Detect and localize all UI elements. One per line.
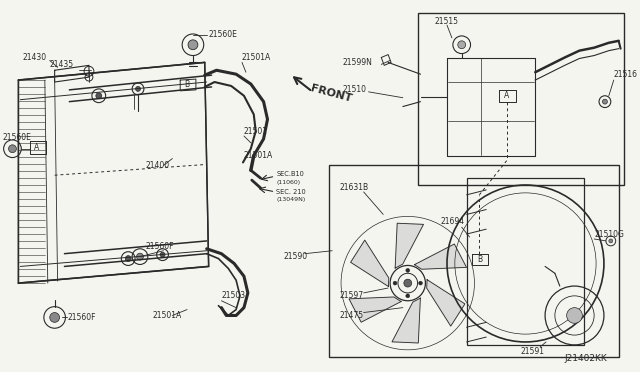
Text: (13049N): (13049N) xyxy=(276,197,305,202)
Circle shape xyxy=(136,86,140,92)
Bar xyxy=(417,13,623,185)
Polygon shape xyxy=(349,297,401,322)
Circle shape xyxy=(160,252,165,257)
Text: 21510: 21510 xyxy=(342,86,366,94)
Circle shape xyxy=(96,93,102,99)
Text: 21501A: 21501A xyxy=(244,151,273,160)
Text: B: B xyxy=(184,80,189,90)
Text: 21516: 21516 xyxy=(614,70,637,79)
Circle shape xyxy=(458,41,466,49)
Text: 21510G: 21510G xyxy=(594,230,624,238)
Text: 21501A: 21501A xyxy=(153,311,182,320)
Text: 21560E: 21560E xyxy=(3,134,31,142)
Text: 21599N: 21599N xyxy=(342,58,372,67)
Text: 21597: 21597 xyxy=(339,291,364,300)
Text: 21515: 21515 xyxy=(435,17,458,26)
Text: 21501: 21501 xyxy=(244,126,268,135)
Text: 21400: 21400 xyxy=(146,161,170,170)
Text: 21501A: 21501A xyxy=(242,53,271,62)
Text: FRONT: FRONT xyxy=(310,83,353,104)
Text: 21435: 21435 xyxy=(50,60,74,69)
Text: 21631B: 21631B xyxy=(339,183,368,192)
Text: 21560F: 21560F xyxy=(67,313,96,322)
Text: 21560E: 21560E xyxy=(209,31,237,39)
Circle shape xyxy=(406,294,410,298)
Polygon shape xyxy=(427,280,465,326)
Text: SEC.B10: SEC.B10 xyxy=(276,171,304,177)
Polygon shape xyxy=(351,240,389,286)
Polygon shape xyxy=(392,298,420,343)
Text: 21503: 21503 xyxy=(221,291,246,300)
Polygon shape xyxy=(395,223,424,268)
Text: A: A xyxy=(35,143,40,152)
Polygon shape xyxy=(415,244,467,269)
Text: 21430: 21430 xyxy=(22,53,46,62)
Text: A: A xyxy=(504,91,509,100)
Circle shape xyxy=(406,268,410,272)
Circle shape xyxy=(566,308,582,323)
Circle shape xyxy=(136,253,143,260)
Text: J21402KK: J21402KK xyxy=(564,354,607,363)
Text: 21590: 21590 xyxy=(283,252,307,261)
Text: SEC. 210: SEC. 210 xyxy=(276,189,306,195)
Text: B: B xyxy=(477,255,482,264)
Circle shape xyxy=(404,279,412,287)
Bar xyxy=(330,166,619,357)
Bar xyxy=(467,178,584,345)
Circle shape xyxy=(188,40,198,49)
Circle shape xyxy=(419,281,422,285)
Circle shape xyxy=(602,99,607,104)
Circle shape xyxy=(8,145,17,153)
Text: 21475: 21475 xyxy=(339,311,364,320)
Circle shape xyxy=(609,239,612,243)
Text: (11060): (11060) xyxy=(276,180,300,185)
Circle shape xyxy=(393,281,397,285)
Circle shape xyxy=(125,256,131,262)
Text: 21591: 21591 xyxy=(520,347,545,356)
Circle shape xyxy=(50,312,60,323)
Text: 21560F: 21560F xyxy=(146,242,174,251)
Text: 21694: 21694 xyxy=(440,217,464,226)
